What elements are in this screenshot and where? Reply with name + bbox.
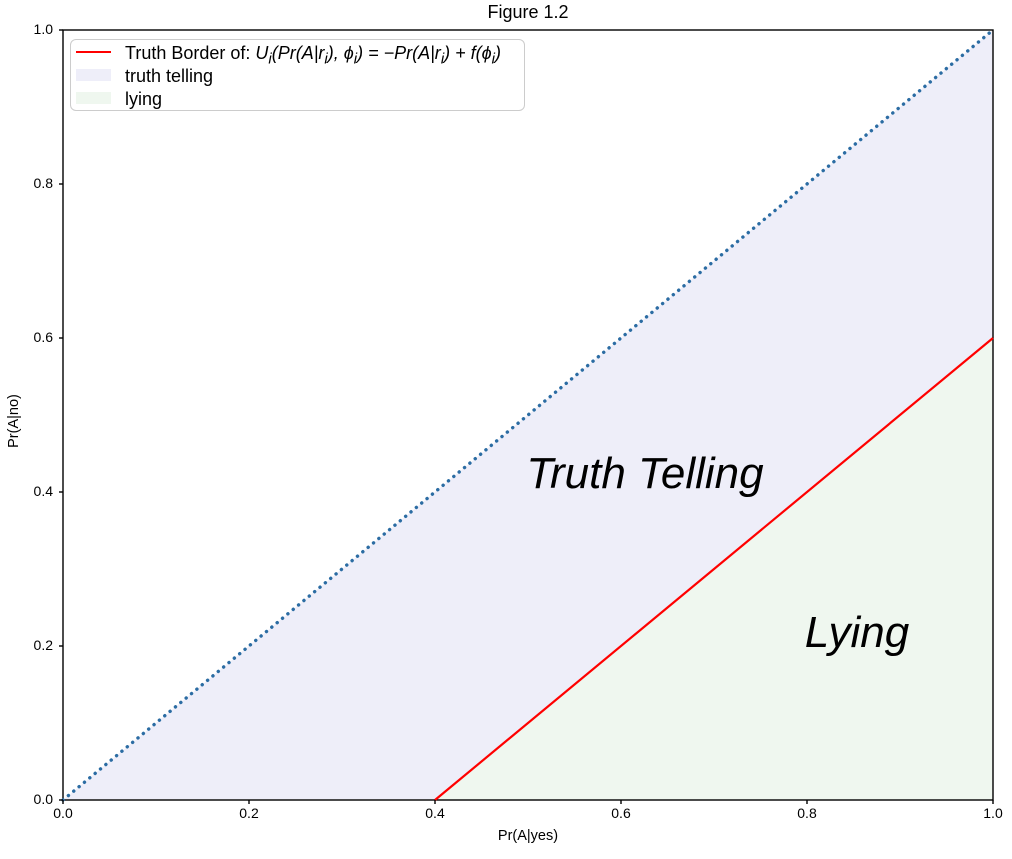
svg-text:Pr(A|no): Pr(A|no) [6, 394, 22, 448]
svg-text:0.6: 0.6 [611, 805, 631, 821]
svg-text:0.8: 0.8 [34, 175, 54, 191]
svg-text:0.0: 0.0 [53, 805, 73, 821]
svg-text:1.0: 1.0 [34, 21, 54, 37]
svg-text:0.4: 0.4 [425, 805, 445, 821]
svg-text:Pr(A|yes): Pr(A|yes) [498, 828, 558, 844]
svg-text:1.0: 1.0 [983, 805, 1003, 821]
svg-text:0.6: 0.6 [34, 329, 54, 345]
svg-text:0.2: 0.2 [34, 637, 54, 653]
svg-text:0.2: 0.2 [239, 805, 259, 821]
svg-text:Lying: Lying [805, 608, 910, 657]
svg-text:0.0: 0.0 [34, 791, 54, 807]
svg-text:Figure 1.2: Figure 1.2 [487, 2, 568, 22]
svg-text:Truth Telling: Truth Telling [526, 449, 764, 498]
svg-text:0.4: 0.4 [34, 483, 54, 499]
svg-text:0.8: 0.8 [797, 805, 817, 821]
